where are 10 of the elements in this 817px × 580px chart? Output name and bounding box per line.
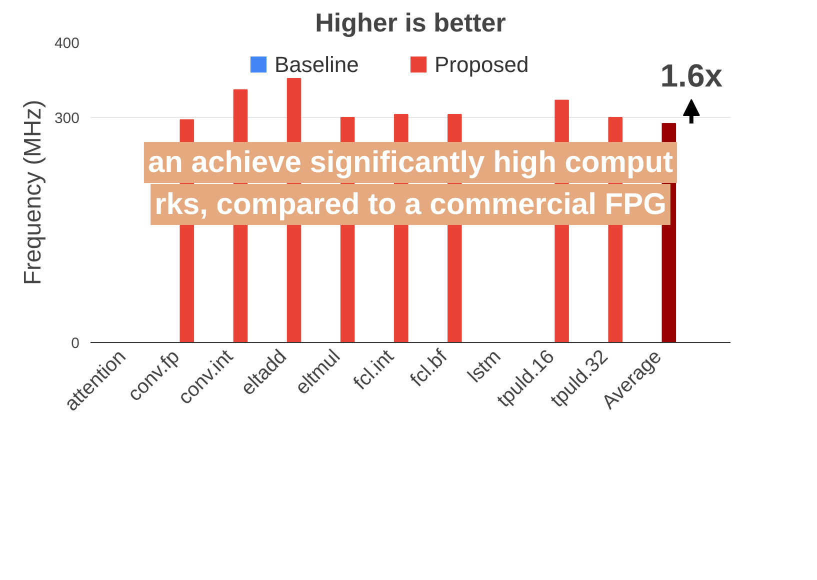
y-tick-label: 400 — [54, 35, 80, 52]
legend-label: Baseline — [274, 52, 359, 77]
annotation: 1.6x — [660, 58, 723, 94]
y-axis-title: Frequency (MHz) — [19, 100, 46, 286]
y-tick-label: 300 — [54, 110, 80, 127]
legend-label: Proposed — [434, 52, 529, 77]
annotation: rks, compared to a commercial FPG — [154, 188, 666, 221]
annotation: an achieve significantly high comput — [148, 146, 674, 179]
y-tick-label: 0 — [71, 335, 80, 352]
chart-title: Higher is better — [315, 8, 506, 38]
